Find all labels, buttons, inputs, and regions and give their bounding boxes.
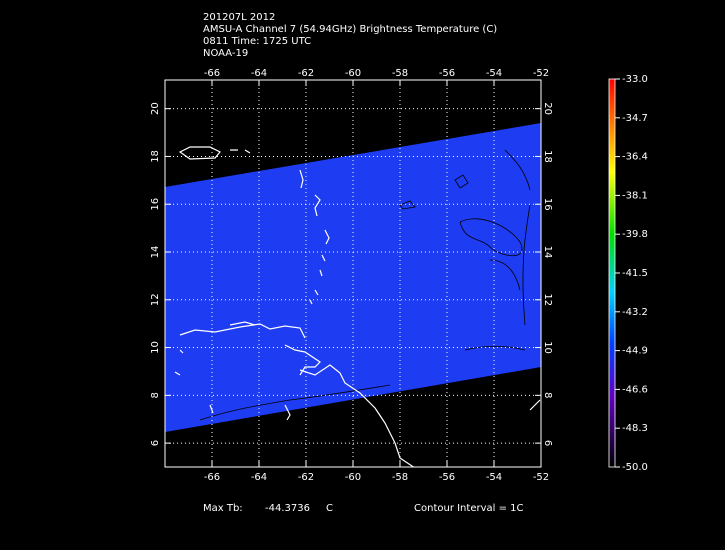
y-tick-label: 18: [542, 150, 553, 163]
colorbar-label: -50.0: [622, 462, 648, 473]
x-tick-label: -58: [392, 68, 408, 79]
x-tick-label: -56: [439, 68, 455, 79]
footer: Max Tb: -44.3736 C Contour Interval = 1C: [203, 503, 524, 514]
colorbar-label: -36.4: [622, 152, 648, 163]
x-tick-label: -66: [204, 472, 220, 483]
y-tick-label: 8: [150, 392, 161, 398]
header-line: NOAA-19: [203, 48, 248, 59]
header-line: 201207L 2012: [203, 12, 275, 23]
y-tick-label: 20: [150, 102, 161, 115]
y-tick-label: 14: [542, 246, 553, 259]
y-tick-label: 12: [542, 293, 553, 306]
x-tick-label: -64: [251, 68, 267, 79]
y-tick-label: 6: [150, 440, 161, 446]
colorbar-label: -34.7: [622, 113, 648, 124]
x-tick-label: -54: [486, 68, 502, 79]
contour-interval: Contour Interval = 1C: [414, 503, 524, 514]
y-tick-label: 16: [150, 198, 161, 211]
y-tick-label: 6: [542, 440, 553, 446]
colorbar-label: -48.3: [622, 423, 648, 434]
colorbar: [608, 78, 616, 468]
x-tick-label: -62: [298, 68, 314, 79]
x-tick-label: -52: [533, 68, 549, 79]
colorbar-label: -46.6: [622, 384, 648, 395]
y-tick-label: 18: [150, 150, 161, 163]
colorbar-label: -44.9: [622, 346, 648, 357]
max-value: -44.3736: [265, 503, 310, 514]
header-line: 0811 Time: 1725 UTC: [203, 36, 311, 47]
colorbar-label: -38.1: [622, 190, 648, 201]
x-tick-label: -52: [533, 472, 549, 483]
y-tick-label: 20: [542, 102, 553, 115]
x-tick-label: -56: [439, 472, 455, 483]
y-tick-label: 14: [150, 246, 161, 259]
colorbar-label: -39.8: [622, 229, 648, 240]
max-unit: C: [326, 503, 333, 514]
x-tick-label: -64: [251, 472, 267, 483]
y-tick-label: 10: [150, 341, 161, 354]
y-tick-label: 8: [542, 392, 553, 398]
header: 201207L 2012 AMSU-A Channel 7 (54.94GHz)…: [203, 12, 497, 59]
x-tick-label: -62: [298, 472, 314, 483]
colorbar-label: -33.0: [622, 74, 648, 85]
colorbar-label: -41.5: [622, 268, 648, 279]
swath: [165, 123, 541, 432]
x-tick-label: -54: [486, 472, 502, 483]
max-label: Max Tb:: [203, 503, 243, 514]
x-tick-label: -58: [392, 472, 408, 483]
x-tick-label: -60: [345, 472, 361, 483]
x-tick-label: -60: [345, 68, 361, 79]
header-line: AMSU-A Channel 7 (54.94GHz) Brightness T…: [203, 24, 497, 35]
colorbar-label: -43.2: [622, 307, 648, 318]
x-tick-label: -66: [204, 68, 220, 79]
contours: [199, 149, 531, 421]
y-tick-label: 16: [542, 198, 553, 211]
y-tick-label: 12: [150, 293, 161, 306]
y-tick-label: 10: [542, 341, 553, 354]
